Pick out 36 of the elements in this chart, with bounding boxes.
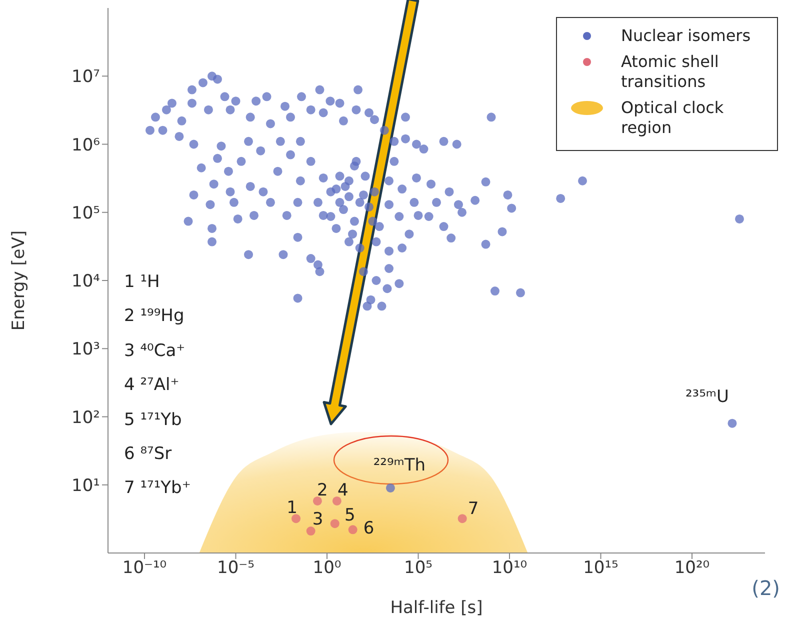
annotation: 2: [317, 480, 328, 501]
annotation: 5 ¹⁷¹Yb: [124, 410, 182, 430]
legend-label: Optical clock region: [621, 98, 725, 138]
annotation: 1 ¹H: [124, 272, 160, 292]
annotation: 3: [312, 510, 324, 530]
x-tick-label: 10⁰: [312, 558, 342, 578]
annotation: 7: [468, 499, 479, 520]
y-tick-label: 10⁶: [72, 135, 100, 156]
annotation: 3 ⁴⁰Ca⁺: [124, 340, 186, 361]
y-tick-label: 10³: [72, 340, 100, 360]
annotation: 1: [286, 498, 298, 518]
annotation: ²³⁵ᵐU: [685, 386, 729, 408]
annotation: 5: [344, 505, 356, 526]
annotation: 4: [338, 480, 348, 501]
y-tick-label: 10⁵: [72, 203, 100, 224]
x-tick-label: 10⁻¹⁰: [122, 558, 167, 578]
y-tick-label: 10²: [72, 408, 100, 428]
y-tick-label: 10⁷: [72, 67, 100, 88]
legend-label: Atomic shell transitions: [621, 52, 720, 92]
y-axis-title: Energy [eV]: [9, 230, 30, 331]
annotation: 2 ¹⁹⁹Hg: [124, 306, 184, 326]
annotation: ²²⁹ᵐTh: [373, 456, 426, 476]
x-tick-label: 10⁻⁵: [217, 558, 254, 578]
x-tick-label: 10⁵: [404, 558, 432, 578]
y-tick-label: 10⁴: [72, 272, 100, 292]
annotation: 6 ⁸⁷Sr: [124, 444, 172, 464]
x-tick-label: 10¹⁵: [583, 558, 618, 578]
x-axis-title: Half-life [s]: [390, 598, 483, 617]
annotation: 7 ¹⁷¹Yb⁺: [124, 478, 191, 498]
x-tick-label: 10²⁰: [674, 558, 710, 578]
annotation: 4 ²⁷Al⁺: [124, 375, 180, 396]
x-tick-label: 10¹⁰: [492, 558, 528, 578]
annotation: 6: [363, 518, 374, 538]
text: (2): [752, 576, 780, 600]
legend-label: Nuclear isomers: [621, 26, 751, 46]
y-tick-label: 10¹: [72, 476, 100, 496]
